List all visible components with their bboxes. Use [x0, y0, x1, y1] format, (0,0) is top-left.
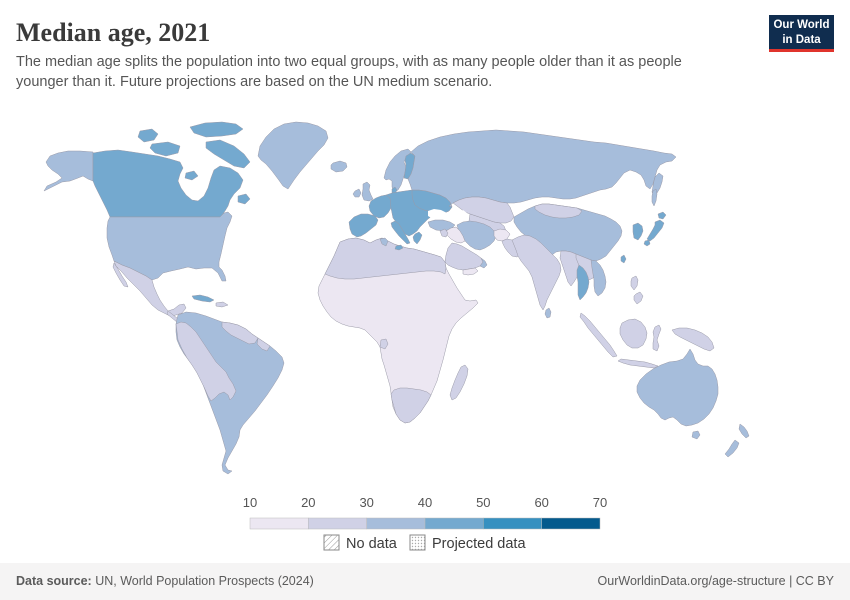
svg-text:30: 30	[359, 495, 373, 510]
svg-text:50: 50	[476, 495, 490, 510]
svg-text:40: 40	[418, 495, 432, 510]
svg-text:20: 20	[301, 495, 315, 510]
svg-text:No data: No data	[346, 536, 398, 552]
svg-text:10: 10	[243, 495, 257, 510]
svg-text:60: 60	[534, 495, 548, 510]
svg-text:70: 70	[593, 495, 607, 510]
svg-text:Projected data: Projected data	[432, 536, 526, 552]
